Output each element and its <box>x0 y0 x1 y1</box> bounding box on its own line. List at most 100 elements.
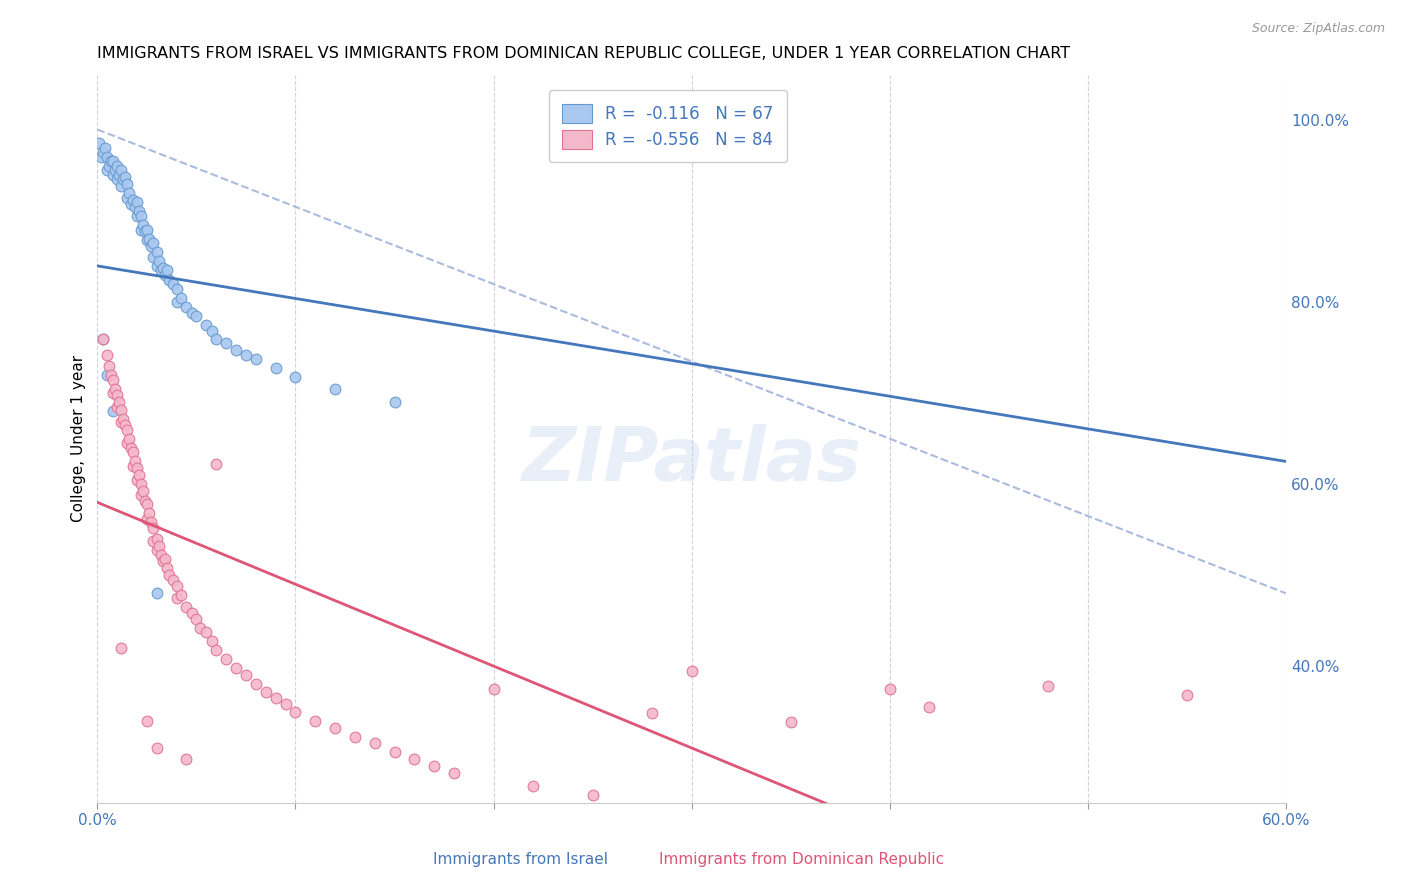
Point <box>114 169 136 184</box>
Point <box>135 222 157 236</box>
Point <box>482 681 505 696</box>
Point <box>90 150 112 164</box>
Point <box>110 415 132 429</box>
Point <box>190 621 212 635</box>
Point <box>284 705 307 719</box>
Point <box>132 484 155 499</box>
Point <box>135 714 157 728</box>
Point <box>103 154 125 169</box>
Point <box>181 607 204 621</box>
Point <box>122 194 145 208</box>
Point <box>384 395 406 409</box>
Point <box>215 336 238 351</box>
Point <box>181 306 204 320</box>
Point <box>142 236 165 251</box>
Point <box>98 159 121 173</box>
Point <box>1038 679 1060 693</box>
Point <box>681 664 703 678</box>
Point <box>125 209 148 223</box>
Point <box>100 368 122 382</box>
Point <box>162 277 184 291</box>
Point <box>94 141 117 155</box>
Point <box>274 698 297 712</box>
Point <box>245 351 267 366</box>
Point <box>146 259 169 273</box>
Text: IMMIGRANTS FROM ISRAEL VS IMMIGRANTS FROM DOMINICAN REPUBLIC COLLEGE, UNDER 1 YE: IMMIGRANTS FROM ISRAEL VS IMMIGRANTS FRO… <box>97 46 1070 62</box>
Text: ZIPatlas: ZIPatlas <box>522 424 862 497</box>
Point <box>104 163 127 178</box>
Point <box>146 586 169 600</box>
Point <box>304 714 326 728</box>
Point <box>166 282 188 296</box>
Point <box>264 690 287 705</box>
Point <box>148 254 170 268</box>
Point <box>138 506 160 520</box>
Point <box>156 561 179 575</box>
Point <box>125 460 148 475</box>
Point <box>138 231 160 245</box>
Point <box>215 652 238 666</box>
Text: Immigrants from Israel: Immigrants from Israel <box>433 852 607 867</box>
Point <box>103 386 125 401</box>
Point <box>135 234 157 248</box>
Point <box>205 332 228 346</box>
Point <box>443 766 465 780</box>
Point <box>323 382 346 396</box>
Point <box>166 579 188 593</box>
Point <box>156 263 179 277</box>
Point <box>195 318 218 332</box>
Point <box>132 218 155 232</box>
Point <box>125 195 148 210</box>
Point <box>581 789 603 803</box>
Point <box>128 204 150 219</box>
Point <box>225 661 247 675</box>
Point <box>118 432 141 446</box>
Point <box>146 245 169 260</box>
Point <box>152 554 174 568</box>
Point <box>129 222 152 236</box>
Point <box>128 468 150 483</box>
Point <box>205 642 228 657</box>
Point <box>105 388 128 402</box>
Point <box>169 291 191 305</box>
Point <box>115 436 138 450</box>
Point <box>100 154 122 169</box>
Point <box>146 542 169 557</box>
Point <box>254 684 277 698</box>
Point <box>641 706 664 721</box>
Point <box>176 752 198 766</box>
Point <box>148 539 170 553</box>
Point <box>125 473 148 487</box>
Point <box>122 458 145 473</box>
Point <box>135 512 157 526</box>
Point <box>363 736 385 750</box>
Point <box>105 400 128 414</box>
Point <box>235 348 257 362</box>
Point <box>157 272 180 286</box>
Point <box>235 668 257 682</box>
Point <box>108 395 131 409</box>
Point <box>201 325 224 339</box>
Text: Immigrants from Dominican Republic: Immigrants from Dominican Republic <box>659 852 943 867</box>
Point <box>284 369 307 384</box>
Point <box>142 533 165 548</box>
Point <box>139 239 162 253</box>
Point <box>153 268 176 282</box>
Text: Source: ZipAtlas.com: Source: ZipAtlas.com <box>1251 22 1385 36</box>
Point <box>384 746 406 760</box>
Point <box>166 295 188 310</box>
Point <box>124 454 146 468</box>
Point <box>146 741 169 756</box>
Point <box>134 224 156 238</box>
Point <box>225 343 247 357</box>
Point <box>135 497 157 511</box>
Point <box>105 172 128 186</box>
Point <box>129 477 152 491</box>
Point <box>149 548 172 562</box>
Point <box>404 752 426 766</box>
Point <box>129 209 152 223</box>
Point <box>245 677 267 691</box>
Point <box>105 159 128 173</box>
Point <box>96 348 118 362</box>
Point <box>91 332 114 346</box>
